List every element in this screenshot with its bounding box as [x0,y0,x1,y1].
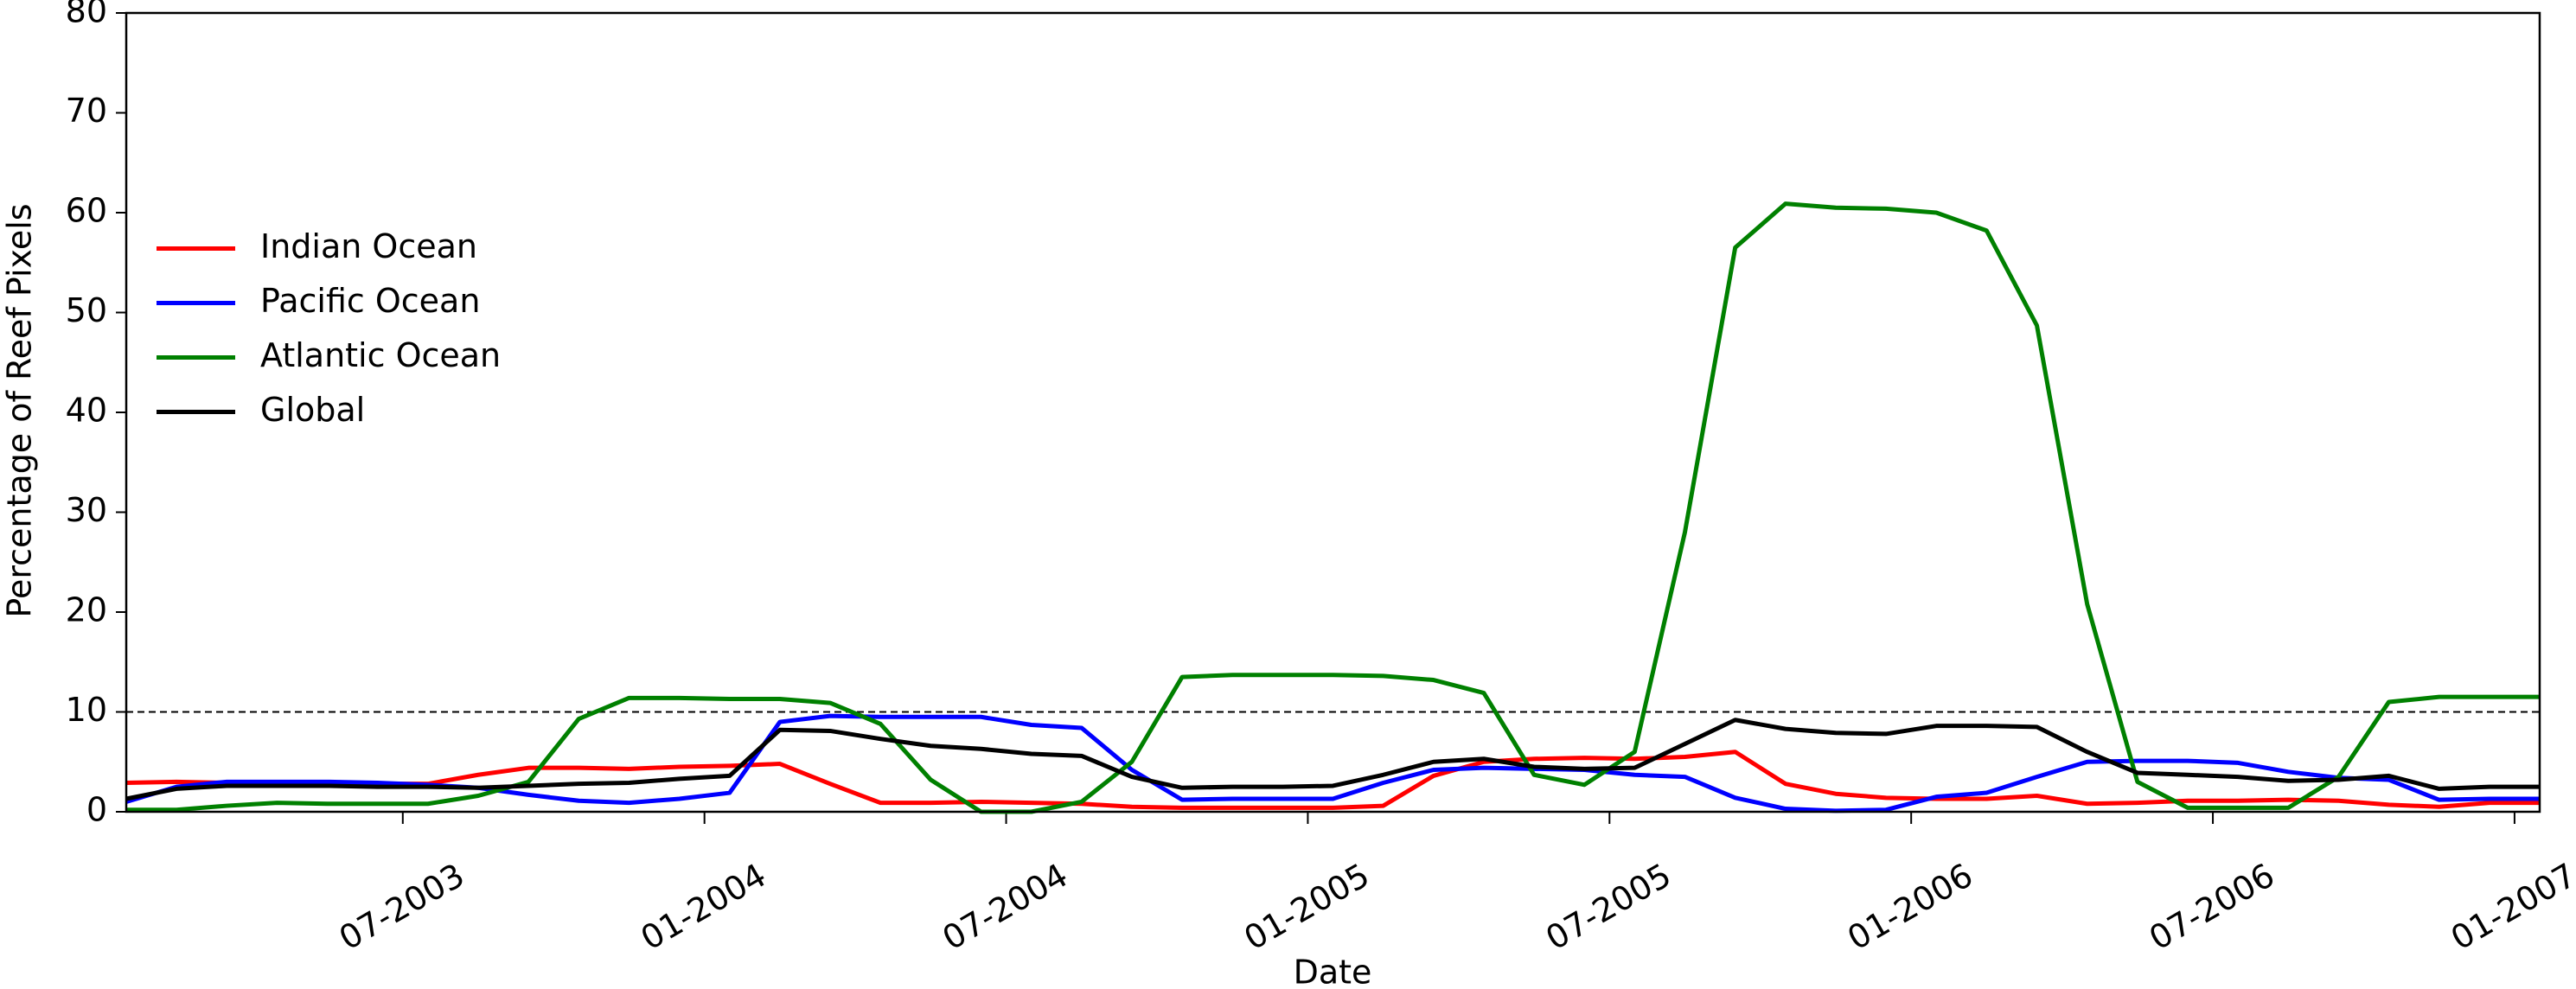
y-tick-label: 0 [86,791,107,829]
x-axis-label: Date [1294,954,1372,989]
y-axis-label: Percentage of Reef Pixels [1,203,39,617]
x-tick-label: 01-2007 [2445,856,2576,957]
legend-label: Pacific Ocean [260,282,480,320]
legend-label: Atlantic Ocean [260,336,501,374]
series-line [125,750,2540,810]
y-tick-label: 30 [66,491,107,529]
y-tick-label: 80 [66,0,107,30]
plot-frame [125,11,2541,814]
legend-label: Global [260,391,365,429]
y-tick-label: 40 [66,392,107,430]
x-tick-label: 07-2003 [333,856,471,957]
y-tick-label: 60 [66,192,107,230]
series-line [126,201,2540,814]
series-line [125,713,2540,814]
x-tick-label: 01-2006 [1841,856,1979,957]
x-tick-label: 07-2006 [2143,856,2281,957]
y-tick-label: 50 [66,291,107,329]
y-tick-label: 20 [66,591,107,629]
x-tick-label: 07-2004 [936,856,1075,957]
legend-label: Indian Ocean [260,227,477,265]
y-tick-label: 10 [66,691,107,729]
x-tick-label: 01-2004 [635,856,773,957]
x-tick-label: 01-2005 [1237,856,1376,957]
series-line [125,718,2540,801]
y-tick-label: 70 [66,92,107,130]
x-tick-label: 07-2005 [1539,856,1678,957]
